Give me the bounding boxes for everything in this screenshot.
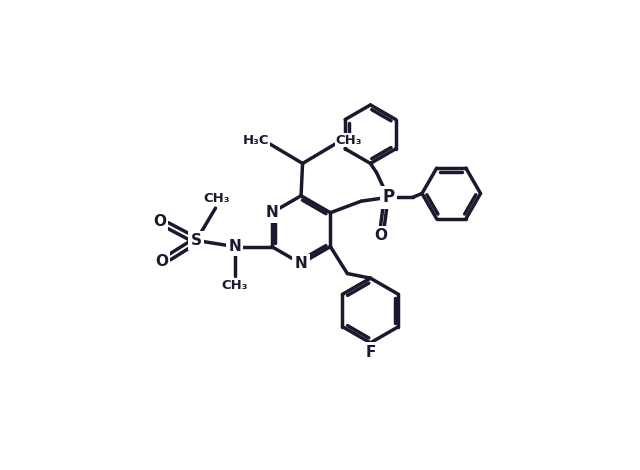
Text: O: O [374, 228, 387, 243]
Text: F: F [365, 345, 376, 360]
Text: N: N [294, 256, 307, 271]
Text: O: O [153, 214, 166, 229]
Text: H₃C: H₃C [243, 134, 269, 147]
Text: CH₃: CH₃ [204, 192, 230, 205]
Text: N: N [228, 239, 241, 254]
Text: CH₃: CH₃ [335, 134, 362, 147]
Text: S: S [191, 233, 202, 248]
Text: P: P [382, 188, 394, 206]
Text: CH₃: CH₃ [221, 279, 248, 291]
Text: N: N [266, 205, 278, 220]
Text: O: O [155, 254, 168, 269]
